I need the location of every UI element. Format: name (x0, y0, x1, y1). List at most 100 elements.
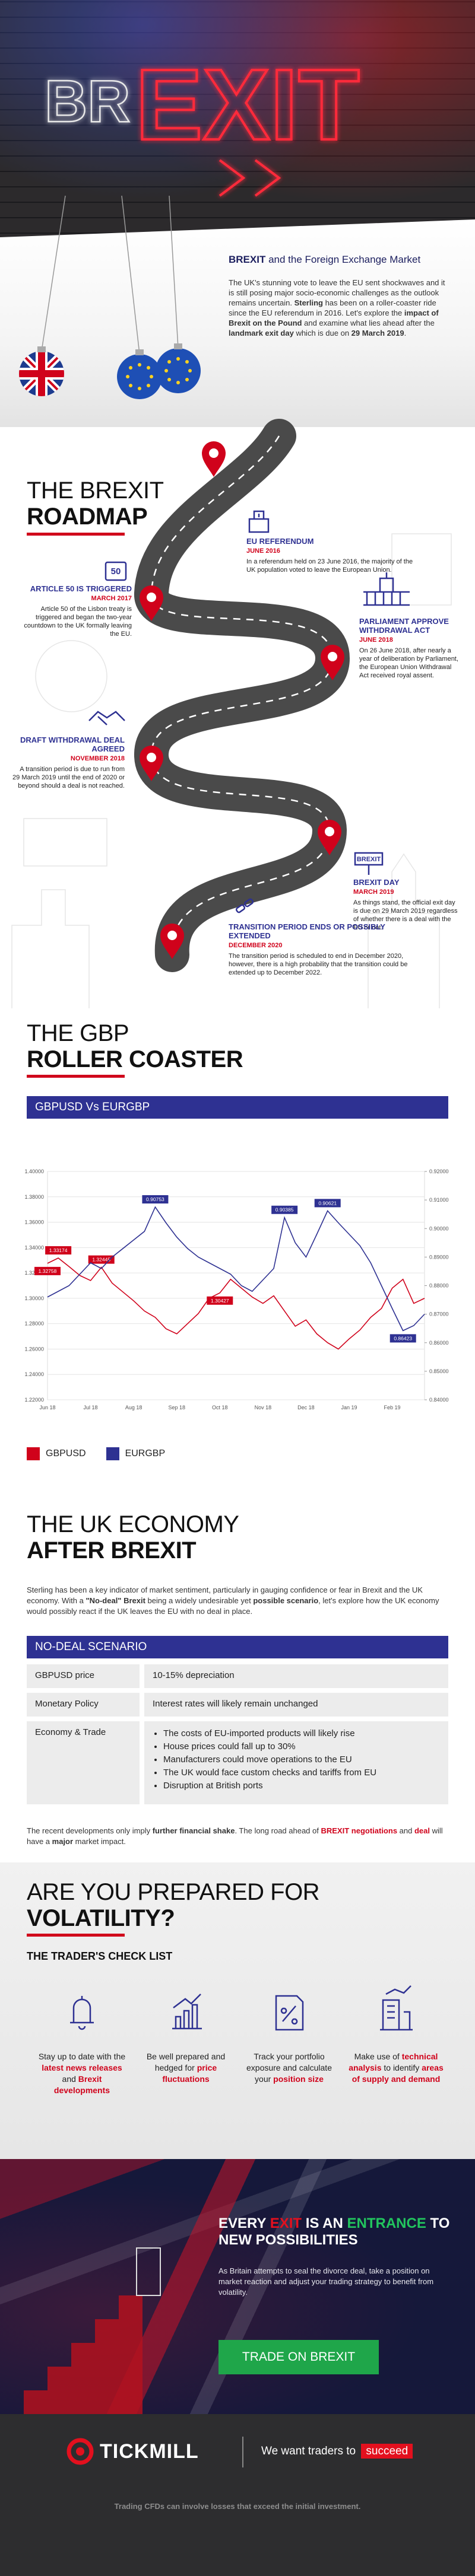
text-segment: Track your portfolio exposure and calcul… (246, 2052, 332, 2084)
text-segment: EVERY (218, 2215, 270, 2231)
roadmap-event: PARLIAMENT APPROVE WITHDRAWAL ACT JUNE 20… (359, 617, 460, 680)
legend-item: EURGBP (106, 1447, 166, 1460)
event-date: JUNE 2016 (246, 547, 280, 555)
text-segment: and the Foreign Exchange Market (265, 254, 421, 265)
checklist-item: Be well prepared and hedged for price fl… (138, 2051, 233, 2085)
economy-title: THE UK ECONOMY AFTER BREXIT (27, 1511, 239, 1564)
title-line: THE UK ECONOMY (27, 1511, 239, 1537)
text-segment: Be well prepared and hedged for (146, 2052, 226, 2072)
text-segment: price fluctuations (162, 2063, 217, 2084)
bars-icon (172, 1994, 202, 2030)
y2-tick-label: 0.88000 (429, 1283, 449, 1289)
y2-tick-label: 0.91000 (429, 1197, 449, 1203)
x-tick-label: Oct 18 (212, 1405, 228, 1410)
row-value: Interest rates will likely remain unchan… (144, 1693, 448, 1717)
text-segment: , let's explore how the UK economy would… (27, 1596, 439, 1616)
title-line: ARE YOU PREPARED FOR (27, 1879, 320, 1905)
bullet: Disruption at British ports (163, 1779, 440, 1792)
building-icon (380, 1985, 413, 2031)
tagline-text: We want traders to (261, 2445, 356, 2457)
uk-ornament (19, 346, 64, 396)
x-tick-label: Dec 18 (297, 1405, 315, 1410)
text-segment: "No-deal" Brexit (86, 1596, 145, 1605)
value-label-box (45, 1246, 72, 1255)
hero-word: EXIT (135, 49, 360, 161)
item-text: Make use of technical analysis to identi… (349, 2051, 444, 2085)
event-date: NOVEMBER 2018 (70, 755, 125, 762)
event-title: BREXIT DAY (353, 878, 400, 887)
text-segment: The UK's stunning vote to leave the EU s… (229, 278, 445, 307)
value-label: 0.86423 (394, 1335, 412, 1341)
text-segment: Sterling (294, 298, 323, 307)
logo-mark (66, 2438, 94, 2465)
event-title: DRAFT WITHDRAWAL DEAL AGREED (20, 735, 125, 753)
divider (242, 2437, 243, 2467)
item-text: Be well prepared and hedged for price fl… (138, 2051, 233, 2085)
row-label: GBPUSD price (27, 1664, 140, 1688)
staircase (24, 2295, 142, 2414)
rc-title: THE GBP ROLLER COASTER (27, 1020, 243, 1072)
y-tick-label: 1.30000 (24, 1295, 44, 1301)
plot-area (47, 1171, 425, 1400)
event-title: EU REFERENDUM (246, 537, 314, 546)
title-line: VOLATILITY? (27, 1905, 175, 1931)
economy-outro: The recent developments only imply furth… (27, 1826, 451, 1847)
row-label: Economy & Trade (27, 1721, 140, 1804)
event-text: On 26 June 2018, after nearly a year of … (359, 647, 458, 679)
door (136, 2247, 161, 2296)
text-segment: . The long road ahead of (235, 1826, 321, 1835)
text-segment: deal (414, 1826, 430, 1835)
icon-label: 50 (111, 566, 121, 577)
checklist-item: Make use of technical analysis to identi… (349, 2051, 444, 2085)
legend-label: EURGBP (125, 1448, 166, 1459)
hero-arrows (218, 159, 281, 197)
icon-label: BREXIT (357, 856, 381, 863)
legend-swatch (106, 1447, 119, 1460)
text-segment: which is due on (293, 329, 352, 337)
y2-tick-label: 0.86000 (429, 1340, 449, 1346)
text-segment: Brexit developments (53, 2074, 110, 2095)
event-text: In a referendum held on 23 June 2016, th… (246, 558, 413, 574)
volatility-background (0, 1862, 475, 2159)
table-title: NO-DEAL SCENARIO (27, 1636, 448, 1658)
item-text: Stay up to date with the latest news rel… (34, 2051, 129, 2096)
text-segment: landmark exit day (229, 329, 294, 337)
economy-intro: Sterling has been a key indicator of mar… (27, 1585, 451, 1617)
text-segment: The recent developments only imply (27, 1826, 153, 1835)
title-underline (27, 1075, 125, 1078)
y-tick-label: 1.28000 (24, 1321, 44, 1327)
y-tick-label: 1.22000 (24, 1397, 44, 1403)
y-tick-label: 1.36000 (24, 1219, 44, 1225)
event-date: MARCH 2017 (91, 595, 132, 602)
event-title: ARTICLE 50 IS TRIGGERED (30, 584, 132, 593)
text-segment: market impact. (73, 1837, 126, 1846)
cta-button[interactable]: TRADE ON BREXIT (218, 2340, 379, 2374)
text-segment: impact of Brexit on the Pound (229, 308, 439, 327)
roadmap-art: 50 BREXIT (11, 419, 452, 1008)
text-segment: Make use of (354, 2052, 402, 2061)
text-segment: and (62, 2074, 78, 2084)
hero-prefix: BR (45, 68, 130, 135)
text-segment: areas of supply and demand (352, 2063, 444, 2084)
text-segment: and (397, 1826, 414, 1835)
road (134, 419, 350, 972)
intro-paragraph: The UK's stunning vote to leave the EU s… (229, 278, 451, 338)
text-segment: to identify (381, 2063, 422, 2072)
legend-label: GBPUSD (46, 1448, 86, 1459)
roadmap-event: BREXIT DAY MARCH 2019 As things stand, the… (353, 878, 460, 932)
text-segment: Stay up to date with the (38, 2052, 126, 2061)
checklist-item: Stay up to date with the latest news rel… (34, 2051, 129, 2096)
x-tick-label: Jan 19 (341, 1405, 357, 1410)
chart-title: GBPUSD Vs EURGBP (27, 1096, 448, 1119)
row-value: The costs of EU-imported products will l… (144, 1721, 448, 1804)
value-label-box (207, 1296, 233, 1305)
y-tick-label: 1.34000 (24, 1244, 44, 1250)
y2-tick-label: 0.87000 (429, 1311, 449, 1317)
series-line (47, 1206, 425, 1332)
event-date: MARCH 2019 (353, 889, 394, 896)
y2-tick-label: 0.92000 (429, 1168, 449, 1174)
text-segment: and examine what lies ahead after the (302, 319, 435, 327)
legend: GBPUSD EURGBP (27, 1447, 165, 1460)
event-text: As things stand, the official exit day i… (353, 899, 458, 931)
